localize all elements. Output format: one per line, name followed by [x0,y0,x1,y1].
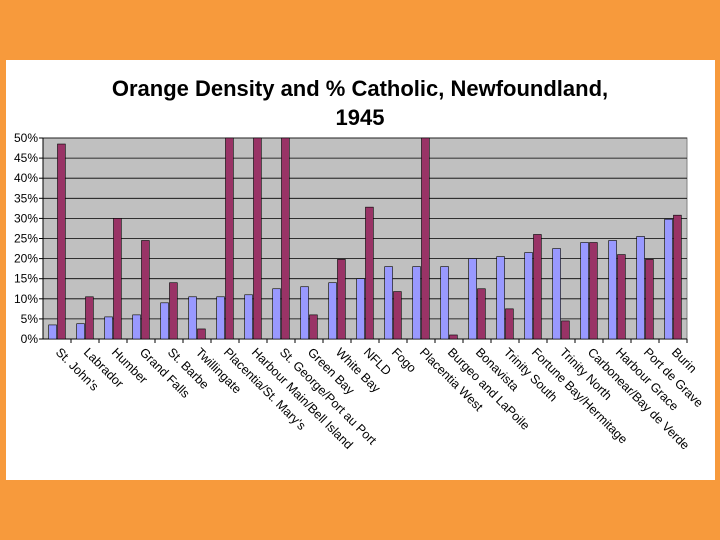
bar-pct-catholic-17 [533,234,542,340]
y-tick-label: 15% [14,272,38,286]
bar-pct-catholic-21 [645,259,654,340]
bar-orange-density-12 [384,266,393,340]
bar-pct-catholic-20 [617,254,626,340]
bar-pct-catholic-12 [393,291,402,340]
y-tick-label: 20% [14,252,38,266]
bar-orange-density-14 [440,266,449,340]
bar-pct-catholic-15 [477,288,486,340]
y-tick-label: 30% [14,211,38,225]
bar-pct-catholic-18 [561,320,570,340]
bar-orange-density-10 [328,282,337,340]
category-label: Fogo [389,345,419,375]
bar-orange-density-17 [524,252,533,340]
y-tick-label: 45% [14,151,38,165]
chart-title: Orange Density and % Catholic, Newfoundl… [0,74,720,132]
bar-pct-catholic-16 [505,308,514,340]
bar-orange-density-7 [244,294,253,340]
bar-orange-density-21 [636,236,645,340]
bar-orange-density-8 [272,288,281,340]
bar-orange-density-1 [76,323,85,340]
bar-pct-catholic-8 [281,137,290,340]
bar-pct-catholic-1 [85,296,94,340]
bar-orange-density-19 [580,242,589,340]
bar-orange-density-13 [412,266,421,340]
bar-pct-catholic-10 [337,259,346,340]
bar-pct-catholic-6 [225,137,234,340]
y-tick-label: 5% [21,312,39,326]
chart-title-line-2: 1945 [335,105,385,130]
bar-orange-density-3 [132,314,141,340]
bar-pct-catholic-0 [57,143,66,340]
bar-pct-catholic-14 [449,334,458,340]
bar-orange-density-20 [608,240,617,340]
y-tick-label: 25% [14,232,38,246]
bar-orange-density-6 [216,296,225,340]
bar-orange-density-0 [48,324,57,340]
y-tick-label: 35% [14,191,38,205]
bar-orange-density-5 [188,296,197,340]
bar-pct-catholic-4 [169,282,178,340]
bar-pct-catholic-13 [421,137,430,340]
chart-title-line-1: Orange Density and % Catholic, Newfoundl… [111,76,609,101]
bar-orange-density-16 [496,256,505,340]
bar-orange-density-22 [664,218,673,340]
bar-orange-density-9 [300,286,309,340]
bar-pct-catholic-3 [141,240,150,340]
bar-pct-catholic-5 [197,328,206,340]
bar-orange-density-18 [552,248,561,340]
bar-pct-catholic-19 [589,242,598,340]
bar-orange-density-11 [356,278,365,340]
bar-pct-catholic-7 [253,137,262,340]
y-tick-label: 0% [21,332,39,346]
y-tick-label: 50% [14,131,38,145]
bar-orange-density-2 [104,316,113,340]
y-tick-label: 40% [14,171,38,185]
y-tick-label: 10% [14,292,38,306]
bar-pct-catholic-22 [673,214,682,340]
bar-orange-density-4 [160,302,169,340]
bar-orange-density-15 [468,258,477,340]
bar-pct-catholic-11 [365,206,374,340]
bar-pct-catholic-9 [309,314,318,340]
bar-pct-catholic-2 [113,218,122,340]
